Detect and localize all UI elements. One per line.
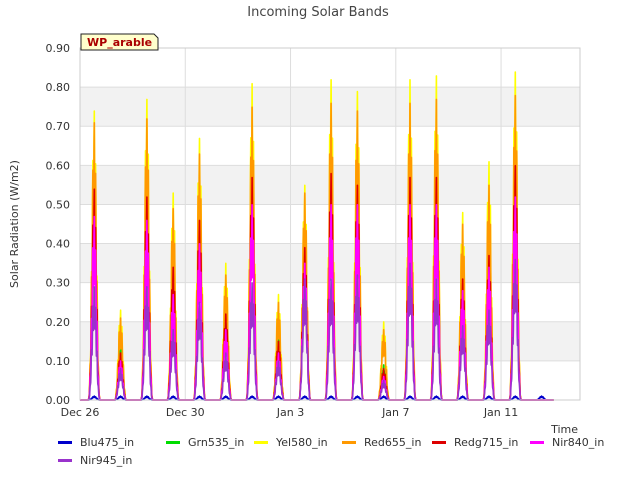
legend-label: Red655_in [364,436,422,449]
legend-swatch [342,441,356,444]
y-tick-label: 0.30 [46,277,71,290]
x-tick-label: Jan 11 [483,406,518,419]
legend-item: Nir840_in [530,436,604,449]
y-tick-label: 0.60 [46,159,71,172]
legend-label: Grn535_in [188,436,245,449]
legend-item: Grn535_in [166,436,244,449]
legend-swatch [58,441,72,444]
y-tick-label: 0.00 [46,394,71,407]
legend-label: Yel580_in [276,436,328,449]
legend-label: Nir945_in [80,454,133,467]
legend-swatch [254,441,268,444]
y-ticks: 0.00 0.10 0.20 0.30 0.40 0.50 0.60 0.70 0.80 0.90 [46,42,71,407]
x-axis-label: Time [550,423,578,436]
y-tick-label: 0.50 [46,198,71,211]
legend-item: Red655_in [342,436,421,449]
legend-label: Nir840_in [552,436,605,449]
y-tick-label: 0.70 [46,120,71,133]
x-tick-label: Dec 30 [166,406,205,419]
legend-swatch [530,441,544,444]
annotation-box: WP_arable [80,33,159,51]
legend-item: Blu475_in [58,436,134,449]
plot-frame [79,47,581,401]
series-line-nir840_in [79,196,555,401]
legend-label: Redg715_in [454,436,519,449]
y-tick-label: 0.10 [46,355,71,368]
x-tick-label: Jan 3 [276,406,304,419]
legend-item: Nir945_in [58,454,132,467]
legend-swatch [166,441,180,444]
y-tick-label: 0.20 [46,316,71,329]
legend-item: Redg715_in [432,436,518,449]
annotation-label: WP_arable [87,36,152,49]
y-tick-label: 0.90 [46,42,71,55]
y-tick-label: 0.80 [46,81,71,94]
x-tick-label: Jan 7 [381,406,409,419]
legend-label: Blu475_in [80,436,135,449]
x-ticks: Dec 26 Dec 30 Jan 3 Jan 7 Jan 11 [61,406,519,419]
legend-swatch [58,459,72,462]
x-tick-label: Dec 26 [61,406,100,419]
legend-swatch [432,441,446,444]
legend-item: Yel580_in [254,436,328,449]
y-axis-label: Solar Radiation (W/m2) [8,160,21,288]
y-tick-label: 0.40 [46,238,71,251]
chart-title: Incoming Solar Bands [247,5,389,20]
